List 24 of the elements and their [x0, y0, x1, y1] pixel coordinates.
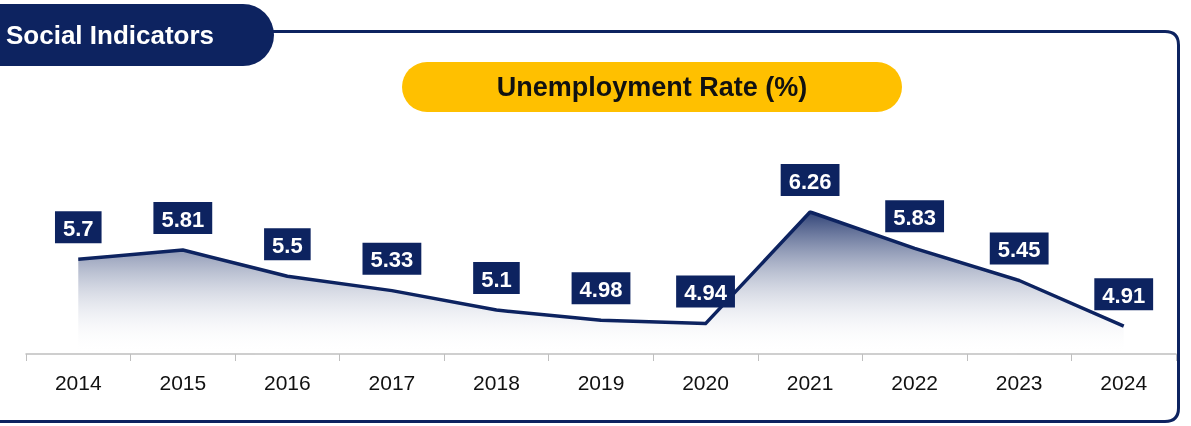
data-label: 6.26 [788, 168, 832, 194]
x-tick-label: 2018 [473, 371, 520, 394]
data-label: 4.98 [579, 276, 623, 302]
x-tick-label: 2020 [682, 371, 729, 394]
data-label: 5.7 [62, 215, 94, 241]
x-tick-label: 2017 [368, 371, 416, 394]
chart-subtitle: Unemployment Rate (%) [402, 62, 902, 112]
data-label: 5.83 [893, 204, 937, 230]
chart-title: Social Indicators [0, 4, 275, 66]
x-tick-label: 2014 [54, 371, 102, 394]
data-label: 4.91 [1102, 282, 1146, 308]
x-tick-label: 2024 [1100, 371, 1148, 394]
data-label: 5.5 [272, 232, 303, 258]
data-label: 4.94 [684, 280, 728, 306]
x-tick-label: 2019 [577, 371, 625, 394]
data-label: 5.33 [370, 247, 414, 273]
x-tick-label: 2023 [995, 371, 1043, 394]
x-tick-label: 2022 [891, 371, 938, 394]
data-label: 5.81 [161, 206, 205, 232]
data-label: 5.45 [997, 236, 1041, 262]
x-tick-label: 2015 [159, 371, 207, 394]
x-tick-label: 2016 [264, 371, 311, 394]
x-tick-label: 2021 [786, 371, 834, 394]
data-label: 5.1 [481, 266, 512, 292]
